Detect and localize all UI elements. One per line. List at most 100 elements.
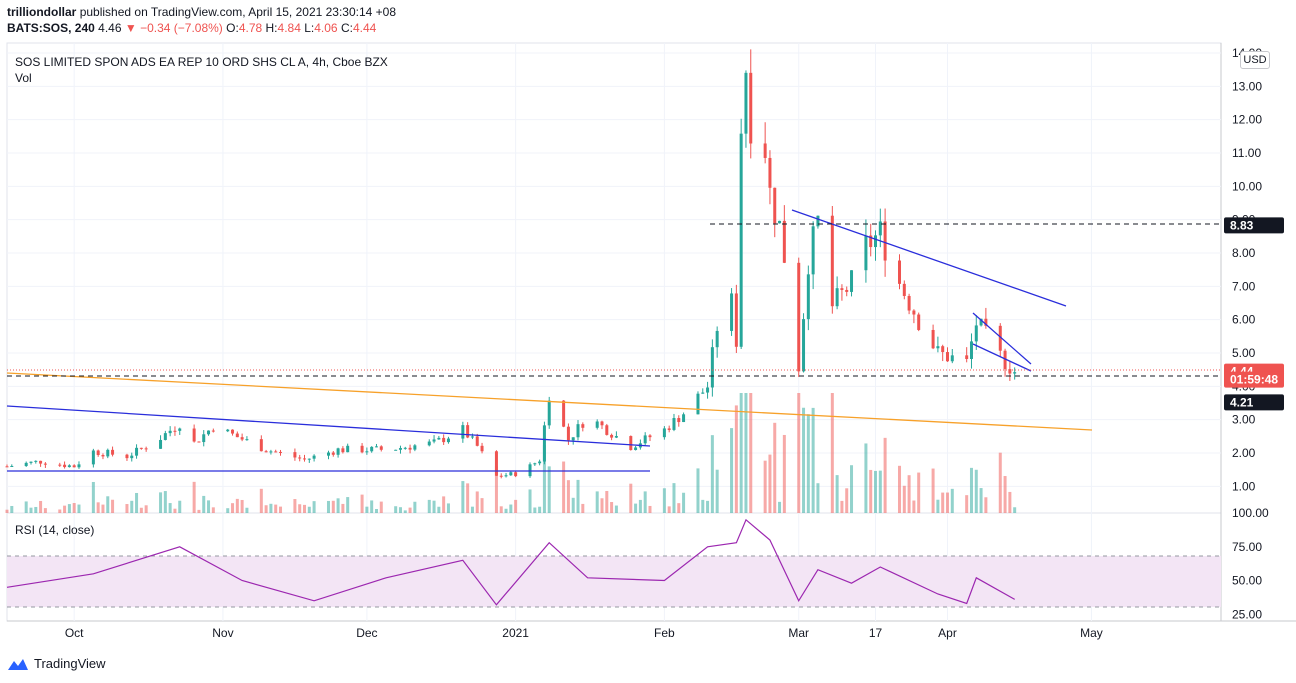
candle-body (111, 449, 115, 455)
candle-body (360, 445, 364, 453)
volume-bar (197, 509, 201, 513)
time-tick-label: 2021 (502, 626, 529, 640)
candle-body (312, 455, 316, 459)
volume-bar (778, 501, 782, 513)
candle-body (326, 452, 330, 456)
volume-bar (696, 468, 700, 513)
volume-bar (802, 407, 806, 513)
volume-bar (374, 509, 378, 513)
volume-bar (845, 488, 849, 513)
candle-body (442, 437, 446, 443)
candle-body (125, 454, 129, 459)
candle-body (331, 452, 335, 455)
candle-body (667, 428, 671, 430)
volume-bar (864, 443, 868, 513)
volume-bar (163, 491, 167, 513)
volume-bar (1013, 507, 1017, 513)
candle-body (600, 421, 604, 426)
volume-bar (768, 454, 772, 513)
last-price: 4.46 (98, 21, 122, 35)
candle-body (58, 464, 62, 466)
volume-bar (135, 492, 139, 513)
volume-bar (576, 479, 580, 513)
tradingview-footer[interactable]: TradingView (7, 656, 106, 671)
volume-bar (63, 505, 67, 513)
volume-bar (605, 490, 609, 513)
low-label: L: (304, 21, 315, 35)
volume-bar (24, 501, 28, 513)
candle-body (533, 463, 537, 465)
candle-body (562, 400, 566, 427)
price-label-box (1224, 217, 1284, 234)
volume-bar (365, 506, 369, 513)
candle-body (941, 346, 945, 353)
footer-brand: TradingView (34, 656, 106, 671)
candle-body (394, 449, 398, 451)
candle-body (950, 355, 954, 362)
price-tick-label: 13.00 (1232, 79, 1262, 93)
volume-bar (5, 509, 9, 513)
candle-body (293, 452, 297, 458)
volume-bar (739, 393, 743, 513)
volume-bar (869, 469, 873, 513)
volume-bar (168, 503, 172, 513)
volume-bar (950, 488, 954, 513)
candle-body (749, 72, 753, 144)
volume-bar (111, 499, 115, 513)
time-tick-label: Feb (654, 626, 675, 640)
symbol-label: BATS:SOS, 240 (7, 21, 95, 35)
volume-bar (533, 507, 537, 513)
candles (5, 49, 1017, 479)
volume-bar (269, 503, 273, 513)
candle-body (374, 446, 378, 448)
volume-bar (307, 506, 311, 513)
volume-bar (850, 465, 854, 513)
candle-body (797, 262, 801, 372)
candle-body (106, 449, 110, 457)
volume-bar (744, 393, 748, 513)
candle-body (192, 428, 196, 442)
candle-body (878, 221, 882, 236)
volume-bar (159, 492, 163, 513)
axes: 1.002.003.004.005.006.007.008.009.0010.0… (65, 46, 1269, 640)
volume-bar (91, 481, 95, 513)
candle-body (945, 352, 949, 362)
volume-bar (614, 505, 618, 513)
candle-body (672, 418, 676, 430)
candle-body (581, 424, 585, 428)
author-name[interactable]: trilliondollar (7, 5, 77, 19)
candle-body (379, 446, 383, 450)
volume-bar (226, 508, 230, 513)
volume-bar (379, 501, 383, 513)
volume-bar (878, 470, 882, 513)
candle-body (840, 288, 844, 290)
price-tick-label: 5.00 (1232, 346, 1256, 360)
price-change: ▼ −0.34 (−7.08%) (124, 21, 223, 35)
resistance-trendline (791, 209, 1067, 307)
wedge-upper-line (972, 312, 1032, 365)
candle-body (77, 464, 81, 468)
volume-bar (192, 481, 196, 513)
volume-bar (72, 503, 76, 513)
tradingview-logo-icon (8, 658, 28, 670)
candle-body (461, 425, 465, 439)
volume-bar (945, 492, 949, 513)
currency-badge[interactable]: USD (1240, 51, 1270, 69)
volume-bar (667, 506, 671, 513)
candle-body (696, 393, 700, 415)
price-label-text: 01:59:48 (1230, 373, 1278, 387)
volume-bar (734, 405, 738, 513)
candle-body (178, 428, 182, 431)
volume-bar (941, 492, 945, 513)
volume-bar (466, 483, 470, 513)
orange-support-line (6, 372, 1093, 431)
candle-body (494, 451, 498, 476)
volume-bar (917, 472, 921, 513)
candle-body (341, 448, 345, 453)
candle-body (466, 425, 470, 438)
volume-bar (432, 500, 436, 513)
candle-body (528, 464, 532, 477)
volume-bar (782, 434, 786, 513)
volume-bar (638, 499, 642, 513)
